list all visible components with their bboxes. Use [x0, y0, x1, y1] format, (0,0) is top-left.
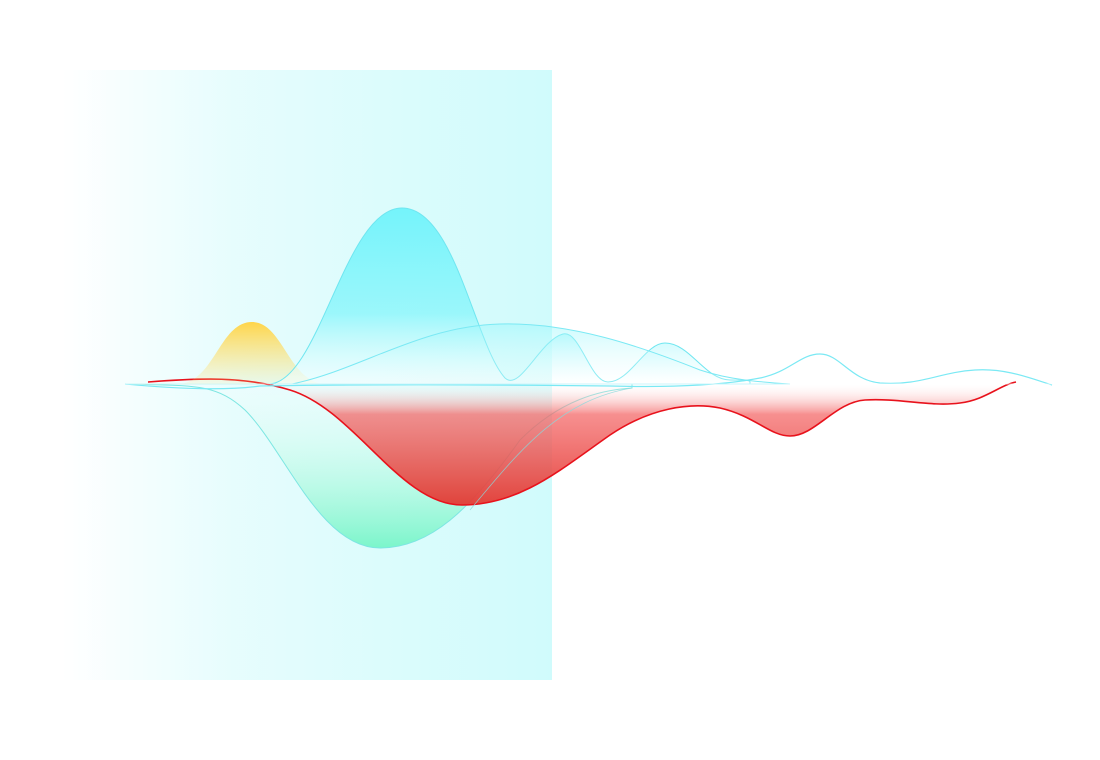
red-wave-fill	[148, 379, 1016, 505]
cyan-outline-wave	[124, 353, 1053, 390]
red-wave-line	[147, 378, 1017, 506]
yellow-bump-wave	[180, 322, 322, 384]
cyan-secondary-line	[469, 387, 633, 511]
cyan-broad-hill	[291, 323, 791, 385]
